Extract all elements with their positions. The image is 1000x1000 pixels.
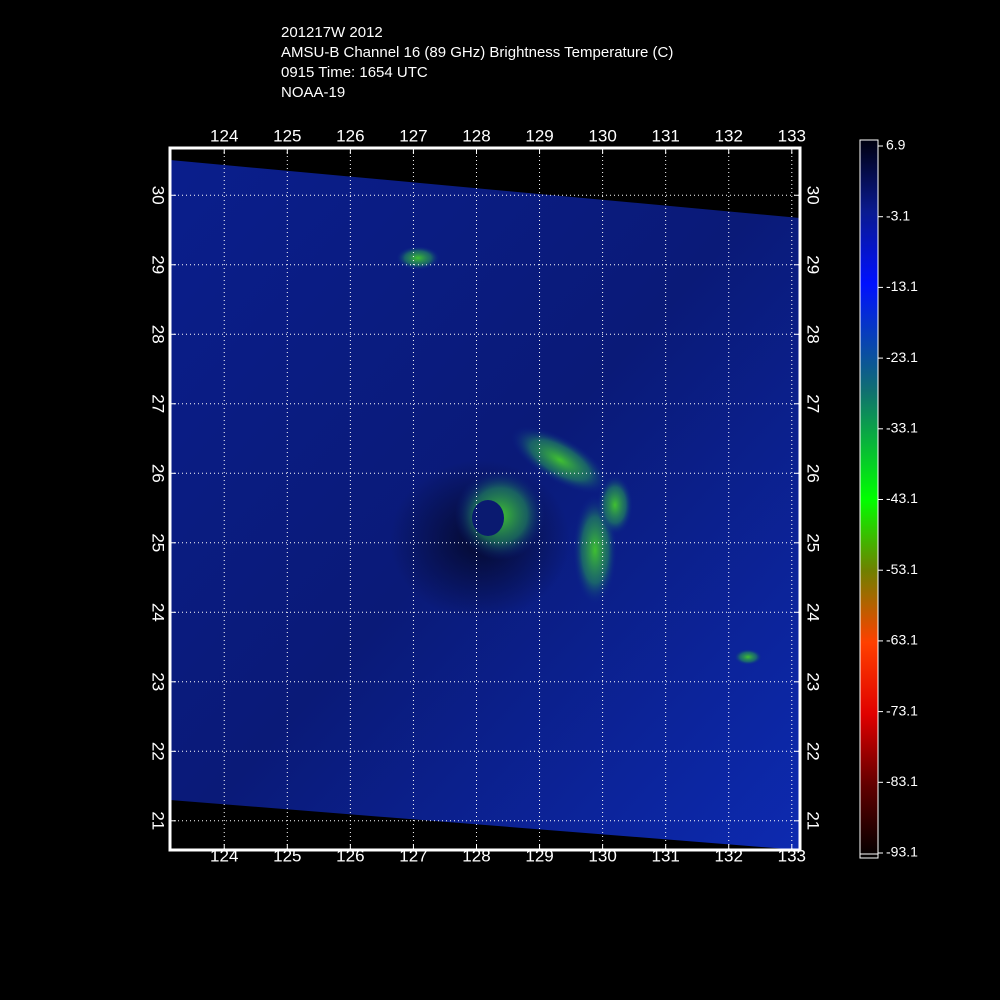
x-tick-label: 133 — [778, 126, 806, 145]
y-tick-label: 28 — [804, 325, 823, 344]
y-tick-label: 25 — [804, 533, 823, 552]
colorbar-label: -83.1 — [886, 773, 918, 789]
x-tick-label: 130 — [588, 846, 616, 865]
x-tick-label: 124 — [210, 846, 238, 865]
colorbar-label: -63.1 — [886, 632, 918, 648]
y-tick-label: 26 — [804, 464, 823, 483]
y-tick-label: 26 — [149, 464, 168, 483]
x-tick-label: 129 — [525, 846, 553, 865]
y-tick-label: 30 — [149, 186, 168, 205]
x-tick-label: 126 — [336, 126, 364, 145]
x-tick-label: 132 — [715, 126, 743, 145]
colorbar — [859, 139, 879, 859]
imagery — [170, 160, 800, 850]
y-tick-label: 27 — [804, 394, 823, 413]
colorbar-label: -23.1 — [886, 349, 918, 365]
x-tick-label: 126 — [336, 846, 364, 865]
colorbar-label: -73.1 — [886, 702, 918, 718]
y-tick-label: 21 — [804, 811, 823, 830]
x-tick-label: 132 — [715, 846, 743, 865]
y-tick-label: 28 — [149, 325, 168, 344]
y-tick-label: 30 — [804, 186, 823, 205]
y-tick-label: 23 — [804, 672, 823, 691]
title-line: AMSU-B Channel 16 (89 GHz) Brightness Te… — [281, 44, 673, 61]
x-tick-label: 131 — [651, 126, 679, 145]
y-tick-label: 22 — [149, 742, 168, 761]
x-tick-label: 131 — [651, 846, 679, 865]
title-line: 201217W 2012 — [281, 24, 383, 41]
colorbar-label: -13.1 — [886, 278, 918, 294]
x-tick-label: 125 — [273, 126, 301, 145]
colorbar-label: -3.1 — [886, 207, 910, 223]
colorbar-label: 6.9 — [886, 137, 906, 153]
colorbar-label: -53.1 — [886, 561, 918, 577]
title-line: NOAA-19 — [281, 84, 345, 101]
x-tick-label: 130 — [588, 126, 616, 145]
y-tick-label: 23 — [149, 672, 168, 691]
y-tick-label: 29 — [149, 255, 168, 274]
x-tick-label: 125 — [273, 846, 301, 865]
y-tick-label: 27 — [149, 394, 168, 413]
x-tick-label: 127 — [399, 126, 427, 145]
x-tick-label: 124 — [210, 126, 238, 145]
colorbar-label: -93.1 — [886, 844, 918, 860]
title-line: 0915 Time: 1654 UTC — [281, 64, 428, 81]
colorbar-label: -43.1 — [886, 490, 918, 506]
y-tick-label: 22 — [804, 742, 823, 761]
colorbar-label: -33.1 — [886, 420, 918, 436]
x-tick-label: 128 — [462, 846, 490, 865]
y-tick-label: 24 — [149, 603, 168, 622]
y-tick-label: 29 — [804, 255, 823, 274]
x-tick-label: 129 — [525, 126, 553, 145]
map-frame — [168, 146, 802, 852]
y-tick-label: 25 — [149, 533, 168, 552]
x-tick-label: 128 — [462, 126, 490, 145]
y-tick-label: 21 — [149, 811, 168, 830]
x-tick-label: 127 — [399, 846, 427, 865]
x-tick-label: 133 — [778, 846, 806, 865]
y-tick-label: 24 — [804, 603, 823, 622]
